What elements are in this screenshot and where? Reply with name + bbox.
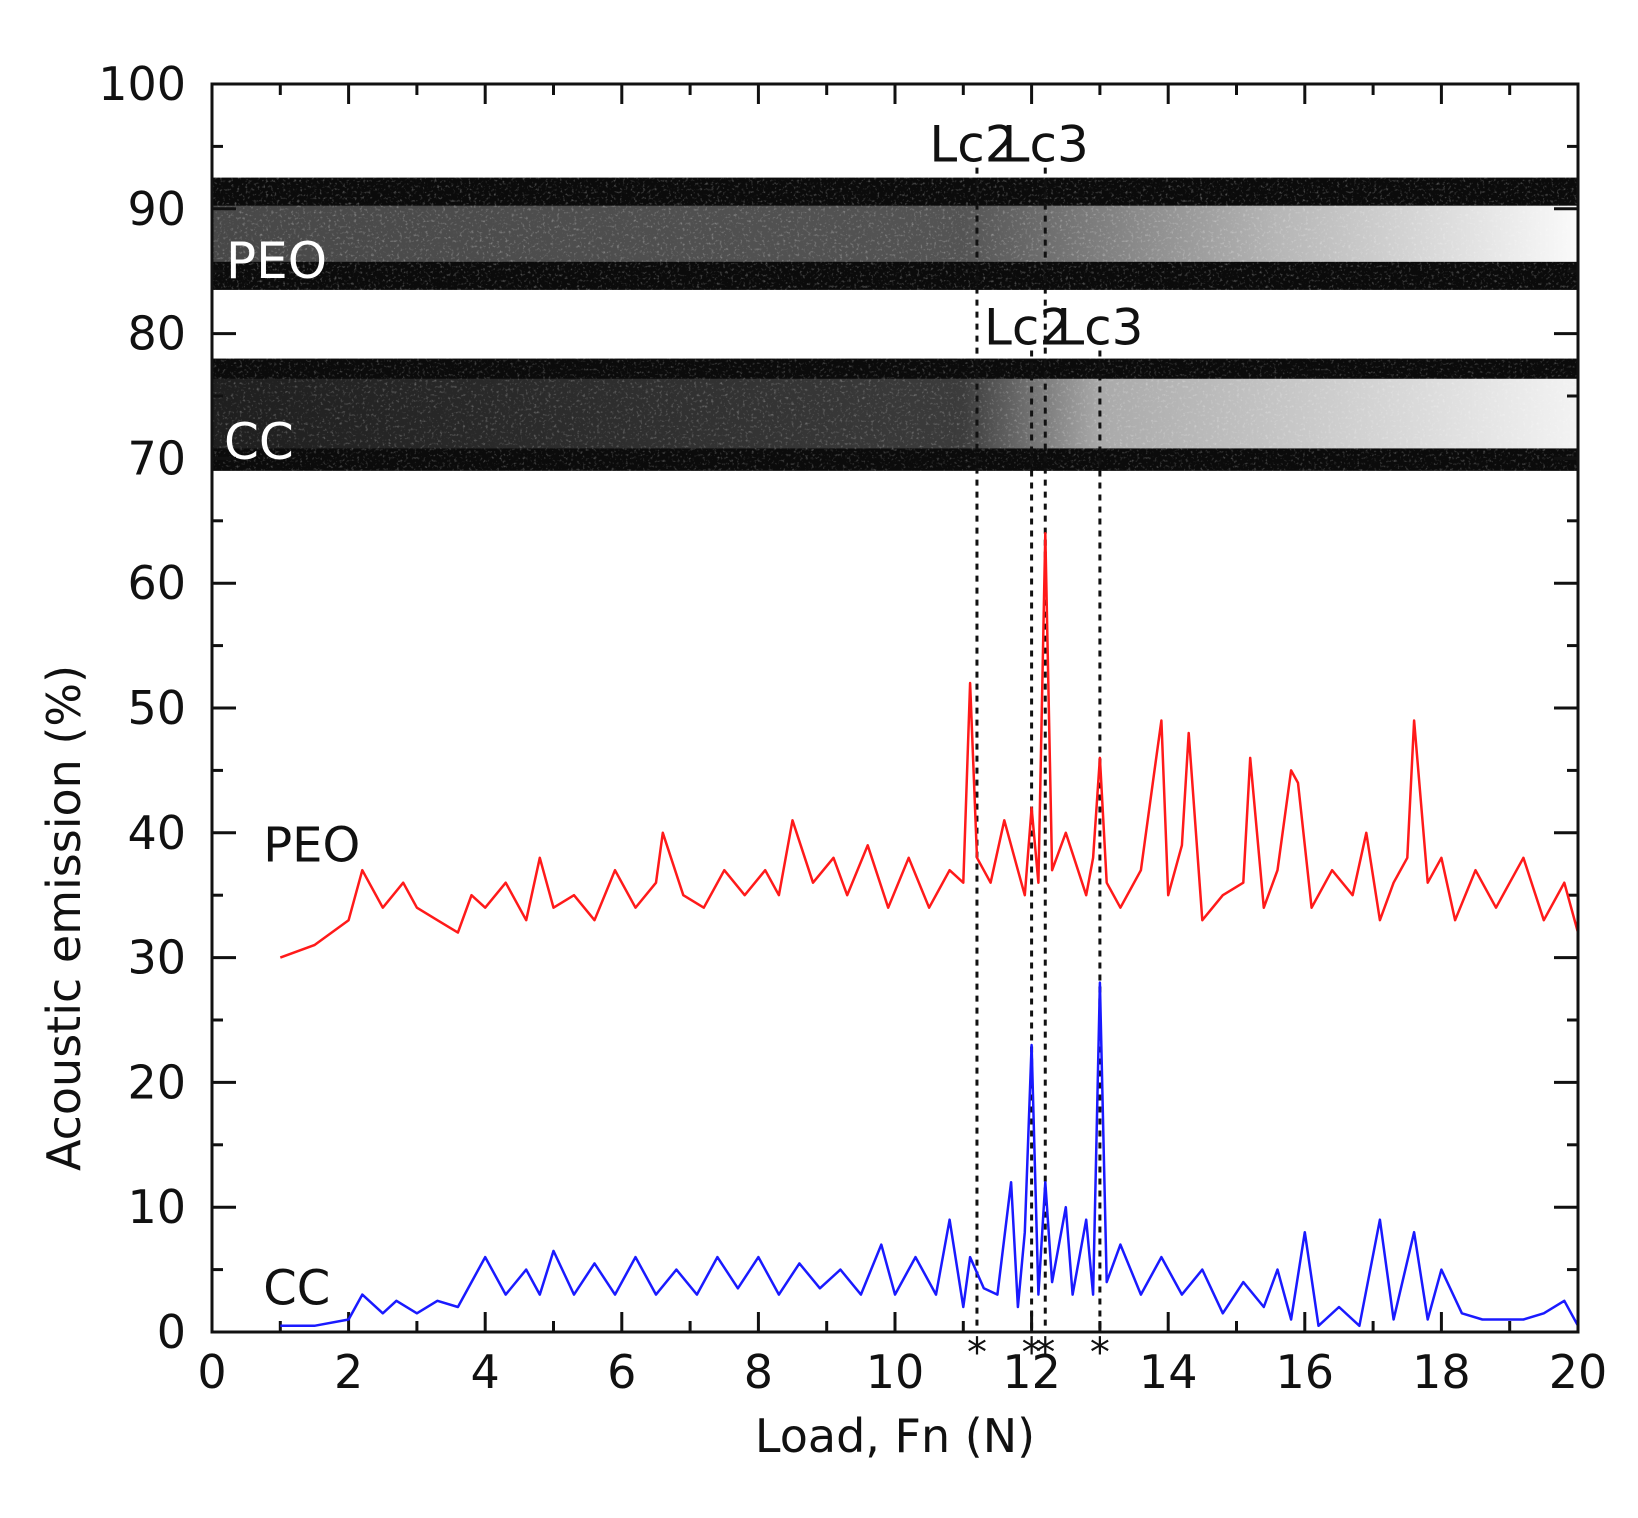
y-tick-label: 10 — [127, 1180, 186, 1234]
y-tick-label: 20 — [127, 1055, 186, 1109]
y-tick-label: 90 — [127, 182, 186, 236]
data-series — [279, 532, 1580, 1328]
asterisk-marker: * — [1035, 1330, 1055, 1376]
peo-image-label: PEO — [226, 232, 327, 290]
y-tick-label: 0 — [157, 1305, 186, 1359]
peo-scratch-image: PEO — [212, 177, 1578, 290]
y-axis-label: Acoustic emission (%) — [37, 665, 91, 1171]
y-tick-label: 80 — [127, 307, 186, 361]
x-tick-label: 2 — [334, 1345, 363, 1399]
asterisk-marker: * — [967, 1330, 987, 1376]
x-tick-label: 8 — [744, 1345, 773, 1399]
tick-labels: 0 2 4 6 8 10 12 14 16 18 20 0 10 20 30 40 50 60 70 80 90 100 — [98, 57, 1607, 1399]
cc-image-texture — [212, 358, 1578, 471]
peo-series-line — [279, 532, 1580, 959]
asterisk-marker: * — [1022, 1330, 1042, 1376]
y-tick-label: 40 — [127, 806, 186, 860]
cc-series-label: CC — [263, 1260, 330, 1316]
scratch-image-strips: PEO CC — [212, 177, 1578, 471]
critical-load-label: Lc2 — [929, 116, 1016, 174]
critical-load-label: Lc3 — [1056, 299, 1143, 357]
x-axis-label: Load, Fn (N) — [755, 1409, 1035, 1463]
critical-load-label: Lc3 — [1002, 116, 1089, 174]
y-tick-label: 30 — [127, 931, 186, 985]
x-tick-label: 6 — [607, 1345, 636, 1399]
cc-image-label: CC — [224, 413, 294, 471]
critical-load-label: Lc2 — [984, 299, 1071, 357]
x-tick-label: 14 — [1139, 1345, 1198, 1399]
y-tick-label: 70 — [127, 431, 186, 485]
x-tick-label: 18 — [1412, 1345, 1471, 1399]
y-tick-label: 50 — [127, 681, 186, 735]
x-tick-label: 20 — [1549, 1345, 1608, 1399]
peo-image-texture — [212, 177, 1578, 290]
x-tick-label: 0 — [197, 1345, 226, 1399]
peo-series-label: PEO — [263, 817, 360, 873]
cc-series-line — [280, 981, 1580, 1328]
y-tick-label: 100 — [98, 57, 186, 111]
plot-frame — [210, 82, 1580, 1334]
x-tick-label: 10 — [866, 1345, 925, 1399]
x-tick-label: 16 — [1276, 1345, 1335, 1399]
cc-scratch-image: CC — [212, 358, 1578, 471]
y-tick-label: 60 — [127, 556, 186, 610]
x-tick-label: 12 — [1002, 1345, 1061, 1399]
asterisk-marker: * — [1090, 1330, 1110, 1376]
x-tick-label: 4 — [471, 1345, 500, 1399]
